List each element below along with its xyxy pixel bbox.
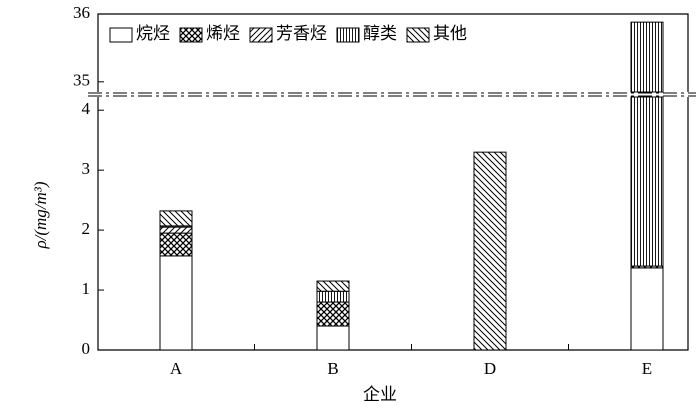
y-tick-label: 0 bbox=[82, 339, 91, 358]
axis-frame bbox=[97, 97, 689, 351]
x-tick-label: B bbox=[327, 359, 338, 378]
bar-segment bbox=[316, 290, 350, 303]
legend-label: 其他 bbox=[433, 24, 467, 43]
y-tick-label: 3 bbox=[82, 159, 91, 178]
bar-segment bbox=[159, 210, 193, 227]
legend-swatch bbox=[336, 27, 360, 43]
legend-swatch bbox=[179, 27, 203, 43]
bar-segment bbox=[316, 301, 350, 327]
bar-segment bbox=[316, 325, 350, 351]
bar-segment bbox=[630, 21, 664, 93]
y-tick-label: 36 bbox=[73, 3, 90, 22]
x-tick-label: E bbox=[642, 359, 652, 378]
legend-swatch bbox=[109, 27, 133, 43]
legend-swatch bbox=[249, 27, 273, 43]
bar-segment bbox=[159, 226, 193, 234]
y-axis-label: ρ/(mg/m³) bbox=[31, 181, 50, 249]
bar-segment bbox=[473, 151, 507, 351]
legend-label: 醇类 bbox=[363, 24, 397, 43]
legend-label: 芳香烃 bbox=[276, 24, 327, 43]
y-tick-label: 4 bbox=[82, 99, 91, 118]
legend-label: 烯烃 bbox=[206, 24, 240, 43]
axis-frame bbox=[97, 13, 689, 92]
bar-segment bbox=[316, 280, 350, 292]
legend-swatch bbox=[406, 27, 430, 43]
bar-segment bbox=[159, 232, 193, 257]
y-tick-label: 2 bbox=[82, 219, 91, 238]
x-tick-label: D bbox=[484, 359, 496, 378]
y-tick-label: 1 bbox=[82, 279, 91, 298]
x-tick-label: A bbox=[170, 359, 183, 378]
bar-segment bbox=[630, 267, 664, 351]
bar-segment bbox=[159, 255, 193, 351]
legend-label: 烷烃 bbox=[136, 24, 170, 43]
y-tick-label: 35 bbox=[73, 71, 90, 90]
bar-segment bbox=[630, 96, 664, 267]
x-axis-label: 企业 bbox=[363, 385, 397, 404]
